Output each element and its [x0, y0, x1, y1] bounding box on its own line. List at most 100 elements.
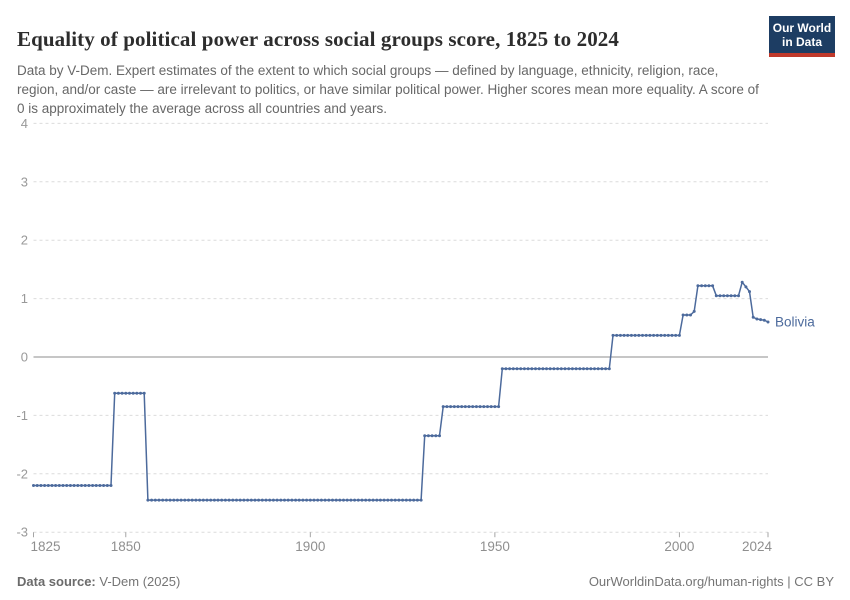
data-point[interactable] — [471, 405, 475, 409]
data-point[interactable] — [582, 367, 585, 371]
data-point[interactable] — [526, 367, 530, 371]
data-point[interactable] — [312, 498, 316, 502]
data-point[interactable] — [253, 498, 257, 502]
data-point[interactable] — [142, 391, 146, 395]
data-point[interactable] — [235, 498, 238, 502]
data-point[interactable] — [489, 405, 493, 409]
data-point[interactable] — [157, 498, 161, 502]
data-point[interactable] — [607, 367, 611, 371]
data-point[interactable] — [430, 434, 434, 438]
data-point[interactable] — [382, 498, 386, 502]
data-point[interactable] — [168, 498, 172, 502]
data-point[interactable] — [50, 484, 54, 487]
data-point[interactable] — [153, 498, 157, 502]
owid-logo[interactable]: Our World in Data — [769, 16, 835, 57]
data-point[interactable] — [279, 498, 283, 502]
data-point[interactable] — [423, 434, 427, 438]
data-point[interactable] — [205, 498, 209, 502]
data-point[interactable] — [80, 484, 83, 487]
data-point[interactable] — [183, 498, 187, 502]
data-point[interactable] — [452, 405, 456, 409]
data-point[interactable] — [327, 498, 331, 502]
data-point[interactable] — [530, 367, 534, 371]
data-point[interactable] — [404, 498, 408, 502]
footer-link[interactable]: OurWorldinData.org/human-rights — [588, 574, 784, 589]
data-point[interactable] — [748, 290, 751, 294]
data-point[interactable] — [445, 405, 449, 409]
data-point[interactable] — [216, 498, 220, 502]
data-point[interactable] — [759, 318, 763, 322]
data-point[interactable] — [714, 294, 718, 298]
data-point[interactable] — [482, 405, 486, 409]
data-point[interactable] — [32, 484, 35, 487]
data-point[interactable] — [76, 484, 80, 487]
data-point[interactable] — [386, 498, 390, 502]
data-point[interactable] — [209, 498, 213, 502]
data-point[interactable] — [463, 405, 467, 409]
data-point[interactable] — [685, 313, 689, 317]
data-point[interactable] — [740, 280, 744, 284]
data-point[interactable] — [98, 484, 102, 487]
data-point[interactable] — [534, 367, 537, 371]
data-point[interactable] — [670, 333, 674, 337]
data-point[interactable] — [334, 498, 338, 502]
data-point[interactable] — [559, 367, 563, 371]
data-point[interactable] — [260, 498, 264, 502]
data-point[interactable] — [35, 484, 39, 487]
data-point[interactable] — [268, 498, 272, 502]
data-point[interactable] — [574, 367, 578, 371]
data-point[interactable] — [68, 484, 72, 487]
data-point[interactable] — [652, 333, 656, 337]
data-point[interactable] — [150, 498, 154, 502]
data-point[interactable] — [172, 498, 176, 502]
data-point[interactable] — [301, 498, 305, 502]
data-point[interactable] — [371, 498, 375, 502]
data-point[interactable] — [57, 484, 61, 487]
data-point[interactable] — [725, 294, 729, 298]
data-point[interactable] — [212, 498, 216, 502]
data-point[interactable] — [109, 484, 113, 487]
data-point[interactable] — [629, 333, 633, 337]
data-point[interactable] — [161, 498, 165, 502]
data-point[interactable] — [696, 284, 700, 288]
data-point[interactable] — [500, 367, 504, 371]
data-point[interactable] — [766, 320, 770, 324]
data-point[interactable] — [319, 498, 323, 502]
data-point[interactable] — [345, 498, 349, 502]
data-point[interactable] — [220, 498, 224, 502]
data-point[interactable] — [762, 318, 766, 322]
data-point[interactable] — [175, 498, 179, 502]
data-point[interactable] — [611, 333, 615, 337]
data-point[interactable] — [257, 498, 261, 502]
data-point[interactable] — [633, 333, 637, 337]
data-point[interactable] — [593, 367, 596, 371]
data-point[interactable] — [674, 333, 678, 337]
data-point[interactable] — [474, 405, 478, 409]
data-point[interactable] — [497, 405, 501, 409]
data-point[interactable] — [308, 498, 312, 502]
data-point[interactable] — [87, 484, 91, 487]
data-point[interactable] — [397, 498, 401, 502]
data-point[interactable] — [120, 391, 124, 395]
data-point[interactable] — [449, 405, 453, 409]
data-point[interactable] — [231, 498, 235, 502]
data-point[interactable] — [541, 367, 545, 371]
data-point[interactable] — [227, 498, 231, 502]
data-point[interactable] — [578, 367, 582, 371]
data-point[interactable] — [353, 498, 357, 502]
data-point[interactable] — [393, 498, 397, 502]
data-point[interactable] — [681, 313, 685, 317]
data-point[interactable] — [548, 367, 552, 371]
data-point[interactable] — [456, 405, 460, 409]
data-point[interactable] — [39, 484, 43, 487]
data-point[interactable] — [412, 498, 416, 502]
data-point[interactable] — [711, 284, 715, 288]
data-point[interactable] — [364, 498, 368, 502]
data-point[interactable] — [718, 294, 722, 298]
data-point[interactable] — [641, 333, 644, 337]
data-point[interactable] — [700, 284, 704, 288]
data-point[interactable] — [478, 405, 482, 409]
data-point[interactable] — [689, 313, 692, 317]
data-point[interactable] — [655, 333, 659, 337]
